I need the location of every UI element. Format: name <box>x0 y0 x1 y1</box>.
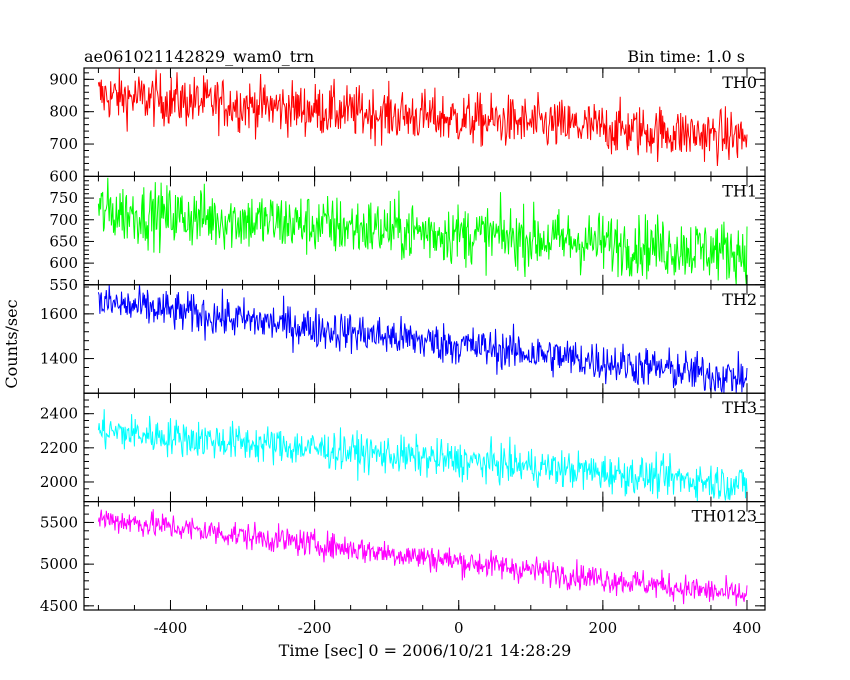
x-tick-label: -400 <box>154 619 188 637</box>
y-tick-label: 1600 <box>40 305 78 323</box>
y-tick-label: 600 <box>49 254 78 272</box>
panel-label: TH0 <box>722 73 757 92</box>
panel-frame <box>83 392 766 503</box>
panel-th0: 600 700 800 900 TH0 <box>49 67 766 185</box>
y-tick-label: 900 <box>49 70 78 88</box>
y-tick-label: 2400 <box>40 405 78 423</box>
y-tick-label: 5500 <box>40 513 78 531</box>
panel-label: TH2 <box>722 290 757 309</box>
panels: 600 700 800 900 TH0 550 600 650 700 750 TH1 1400 160… <box>40 67 766 615</box>
y-tick-label: 700 <box>49 211 78 229</box>
y-tick-label: 1400 <box>40 350 78 368</box>
panel-th3: 2000 2200 2400 TH3 <box>40 392 766 503</box>
panel-label: TH1 <box>722 181 757 200</box>
y-axis-label: Counts/sec <box>2 299 21 388</box>
x-axis-label: Time [sec] 0 = 2006/10/21 14:28:29 <box>279 641 572 660</box>
x-tick-label: 200 <box>589 619 618 637</box>
panel-th2: 1400 1600 TH2 <box>40 284 766 394</box>
y-tick-label: 550 <box>49 276 78 294</box>
y-tick-label: 600 <box>49 167 78 185</box>
y-tick-label: 2000 <box>40 473 78 491</box>
x-tick-label: -200 <box>298 619 332 637</box>
series-line-th0123 <box>97 509 748 607</box>
y-tick-label: 2200 <box>40 439 78 457</box>
series-line-th2 <box>97 284 748 394</box>
y-tick-label: 750 <box>49 189 78 207</box>
x-tick-label: 0 <box>454 619 464 637</box>
x-axis: -400 -200 0 200 400 <box>154 619 762 637</box>
series-line-th1 <box>97 177 748 285</box>
chart-title-left: ae061021142829_wam0_trn <box>84 47 314 66</box>
y-tick-label: 650 <box>49 232 78 250</box>
chart-title-right: Bin time: 1.0 s <box>627 47 745 66</box>
series-line-th0 <box>97 67 748 167</box>
y-tick-label: 800 <box>49 103 78 121</box>
panel-label: TH0123 <box>692 507 757 526</box>
panel-th0123: 4500 5000 5500 TH0123 <box>40 501 766 615</box>
y-tick-label: 5000 <box>40 555 78 573</box>
x-tick-label: 400 <box>733 619 762 637</box>
series-line-th3 <box>97 409 748 502</box>
y-tick-label: 700 <box>49 135 78 153</box>
panel-th1: 550 600 650 700 750 TH1 <box>49 175 766 294</box>
panel-label: TH3 <box>722 398 757 417</box>
y-tick-label: 4500 <box>40 597 78 615</box>
